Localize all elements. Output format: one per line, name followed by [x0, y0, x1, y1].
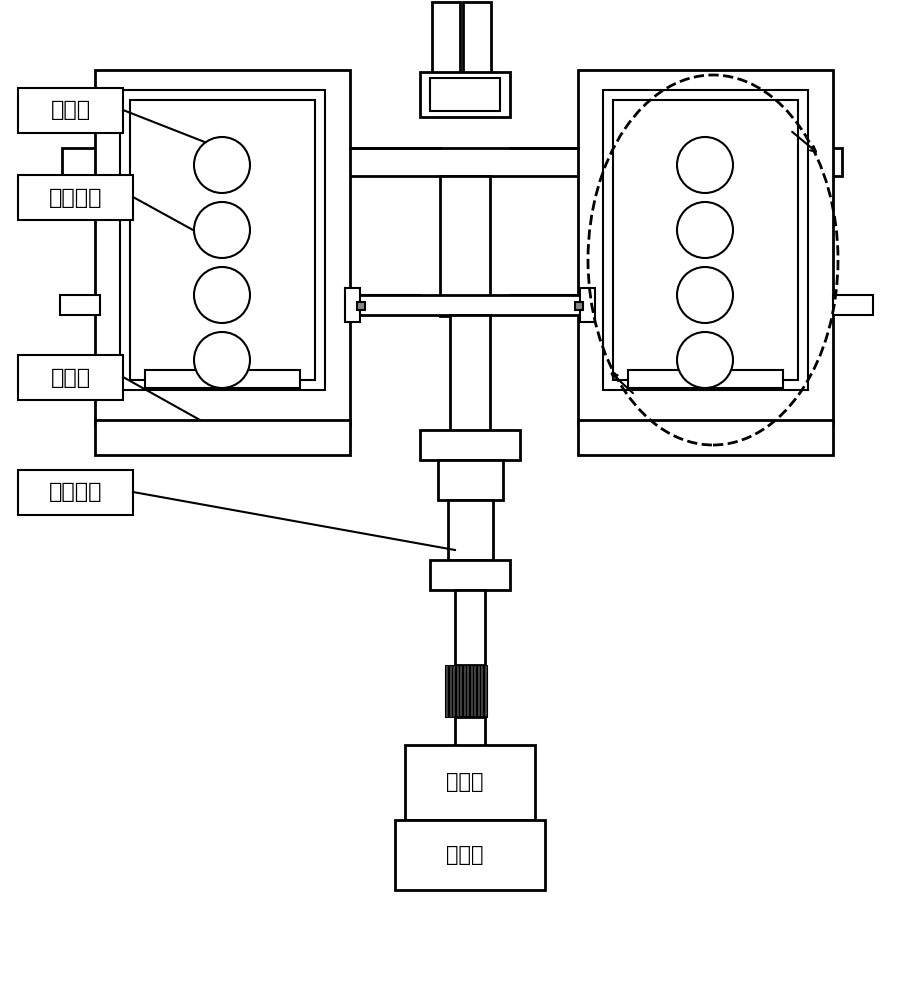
Bar: [120, 90, 325, 390]
Bar: [18, 88, 123, 133]
Bar: [463, 2, 491, 92]
Bar: [62, 148, 842, 176]
Bar: [448, 665, 452, 717]
Circle shape: [677, 202, 733, 258]
Bar: [603, 90, 808, 390]
Bar: [466, 665, 469, 717]
Bar: [350, 295, 420, 315]
Bar: [480, 665, 483, 717]
Bar: [420, 72, 510, 117]
Bar: [510, 295, 583, 315]
Circle shape: [194, 267, 250, 323]
Bar: [484, 665, 486, 717]
Bar: [833, 295, 873, 315]
Bar: [145, 370, 300, 388]
Circle shape: [194, 137, 250, 193]
Bar: [575, 302, 583, 310]
Bar: [430, 560, 510, 590]
Bar: [578, 420, 833, 455]
Bar: [578, 70, 833, 425]
Bar: [357, 302, 365, 310]
Bar: [130, 100, 315, 380]
Circle shape: [677, 267, 733, 323]
Bar: [345, 288, 360, 322]
Bar: [450, 315, 490, 435]
Bar: [455, 665, 458, 717]
Bar: [448, 500, 493, 560]
Bar: [60, 295, 100, 315]
Bar: [455, 590, 485, 665]
Bar: [452, 665, 455, 717]
Bar: [580, 288, 595, 322]
Bar: [438, 460, 503, 500]
Text: 螺旋线圈: 螺旋线圈: [49, 188, 102, 208]
Bar: [473, 665, 476, 717]
Bar: [18, 470, 133, 515]
Bar: [18, 355, 123, 400]
Bar: [420, 430, 520, 460]
Circle shape: [194, 202, 250, 258]
Bar: [405, 745, 535, 820]
Bar: [455, 717, 485, 747]
Bar: [395, 820, 545, 890]
Bar: [445, 665, 448, 717]
Bar: [459, 665, 462, 717]
Bar: [350, 295, 590, 315]
Text: 下磁体: 下磁体: [50, 367, 91, 387]
Bar: [463, 665, 465, 717]
Text: 静触头: 静触头: [446, 845, 484, 865]
Circle shape: [677, 137, 733, 193]
Bar: [430, 78, 500, 111]
Text: 动触头: 动触头: [446, 772, 484, 792]
Bar: [95, 70, 350, 425]
Circle shape: [677, 332, 733, 388]
Bar: [18, 175, 133, 220]
Bar: [95, 420, 350, 455]
Bar: [613, 100, 798, 380]
Bar: [470, 665, 473, 717]
Circle shape: [194, 332, 250, 388]
Bar: [432, 2, 460, 92]
Text: 绝缘拉杆: 绝缘拉杆: [49, 483, 102, 502]
Text: 上磁体: 上磁体: [50, 101, 91, 120]
Bar: [628, 370, 783, 388]
Bar: [440, 176, 490, 316]
Bar: [476, 665, 480, 717]
